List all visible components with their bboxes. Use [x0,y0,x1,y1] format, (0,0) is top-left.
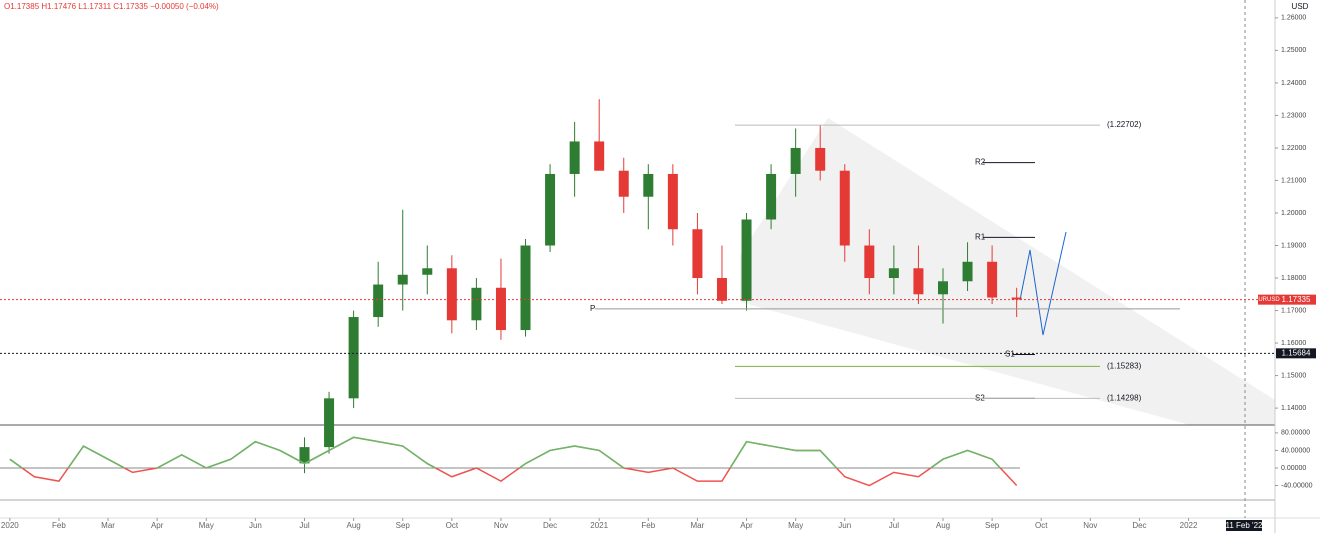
x-tick-label: Apr [151,521,164,530]
x-tick-label: Mar [101,521,115,530]
y-tick-label: 1.21000 [1281,177,1306,184]
y-tick-label: -40.00000 [1281,482,1313,489]
candle-body [373,284,384,318]
currency[interactable]: USD [1292,2,1309,11]
x-tick-label: May [788,521,803,530]
y-tick-label: 1.15000 [1281,372,1306,379]
candle-body [324,398,335,448]
x-tick-label: Jun [249,521,262,530]
x-tick-label: Oct [1035,521,1048,530]
candle-body [766,173,777,220]
level-label: P [590,304,595,313]
x-tick-label: Mar [691,521,705,530]
price-label-bg [1276,348,1316,359]
y-tick-label: 40.00000 [1281,447,1310,454]
candle-body [962,261,973,282]
candle-body [471,287,482,321]
x-tick-label: Jul [889,521,899,530]
candle-body [520,245,531,331]
level-label: (1.14298) [1107,394,1142,403]
x-tick-label: 2022 [1180,521,1198,530]
y-tick-label: 1.24000 [1281,80,1306,87]
level-label: S1 [1005,350,1015,359]
regression-channel [740,118,1275,425]
candle-body [667,173,678,230]
symbol-label-bg [1258,294,1276,305]
candle-body [716,278,727,301]
candle-body [913,268,924,295]
candle-body [495,287,506,331]
level-label: R2 [975,158,986,167]
x-tick-label: Jun [838,521,851,530]
x-tick-label: Nov [1083,521,1097,530]
level-label: (1.15283) [1107,361,1142,370]
x-tick-label: Feb [641,521,655,530]
y-tick-label: 80.00000 [1281,430,1310,437]
candle-body [348,317,359,399]
candle-body [446,268,457,321]
candle-body [937,281,948,295]
level-label: R1 [975,232,986,241]
y-tick-label: 1.26000 [1281,15,1306,22]
candle-body [422,268,433,275]
y-tick-label: 1.18000 [1281,275,1306,282]
candle-body [545,173,556,246]
x-tick-label: Dec [543,521,557,530]
y-tick-label: 1.22000 [1281,145,1306,152]
candle-body [397,274,408,285]
x-tick-label: 2020 [1,521,19,530]
y-tick-label: 1.25000 [1281,47,1306,54]
price-label: 1.15684 [1282,348,1311,357]
y-tick-label: 1.19000 [1281,242,1306,249]
projection [1019,231,1067,336]
x-tick-label: Apr [740,521,753,530]
y-tick-label: 1.17000 [1281,307,1306,314]
candle-body [888,268,899,279]
candle-body [692,229,703,279]
x-tick-label: Aug [936,521,950,530]
candle-body [594,141,605,171]
oscillator-line-positive [9,436,1002,468]
candle-body [839,170,850,246]
y-tick-label: 1.14000 [1281,405,1306,412]
price-label-bg [1276,294,1316,305]
cursor-label-bg [1226,520,1262,531]
oscillator-line [9,436,1018,487]
candle-body [790,147,801,174]
candle-body [864,245,875,279]
candle-body [1011,297,1022,300]
price-label: 1.17335 [1282,295,1311,304]
x-tick-label: Sep [985,521,1000,530]
candle-body [643,173,654,197]
candle-body [741,219,752,301]
x-tick-label: May [199,521,214,530]
symbol-label: EURUSD [1254,297,1280,303]
x-tick-label: Dec [1132,521,1146,530]
y-tick-label: 1.20000 [1281,210,1306,217]
candle-body [618,170,629,197]
candle-body [299,447,310,464]
x-tick-label: 2021 [590,521,608,530]
level-label: (1.22702) [1107,120,1142,129]
x-tick-label: Nov [494,521,508,530]
cursor-label: 11 Feb '22 [1226,521,1264,530]
candle-body [569,141,580,174]
x-tick-label: Feb [52,521,66,530]
x-tick-label: Oct [446,521,459,530]
candle-body [815,147,826,171]
x-tick-label: Jul [299,521,309,530]
candle-body [987,261,998,298]
y-tick-label: 1.16000 [1281,340,1306,347]
ohlc-legend: O1.17385 H1.17476 L1.17311 C1.17335 −0.0… [4,2,219,11]
x-tick-label: Sep [396,521,411,530]
y-tick-label: 1.23000 [1281,112,1306,119]
y-tick-label: 0.00000 [1281,465,1306,472]
x-tick-label: Aug [347,521,361,530]
